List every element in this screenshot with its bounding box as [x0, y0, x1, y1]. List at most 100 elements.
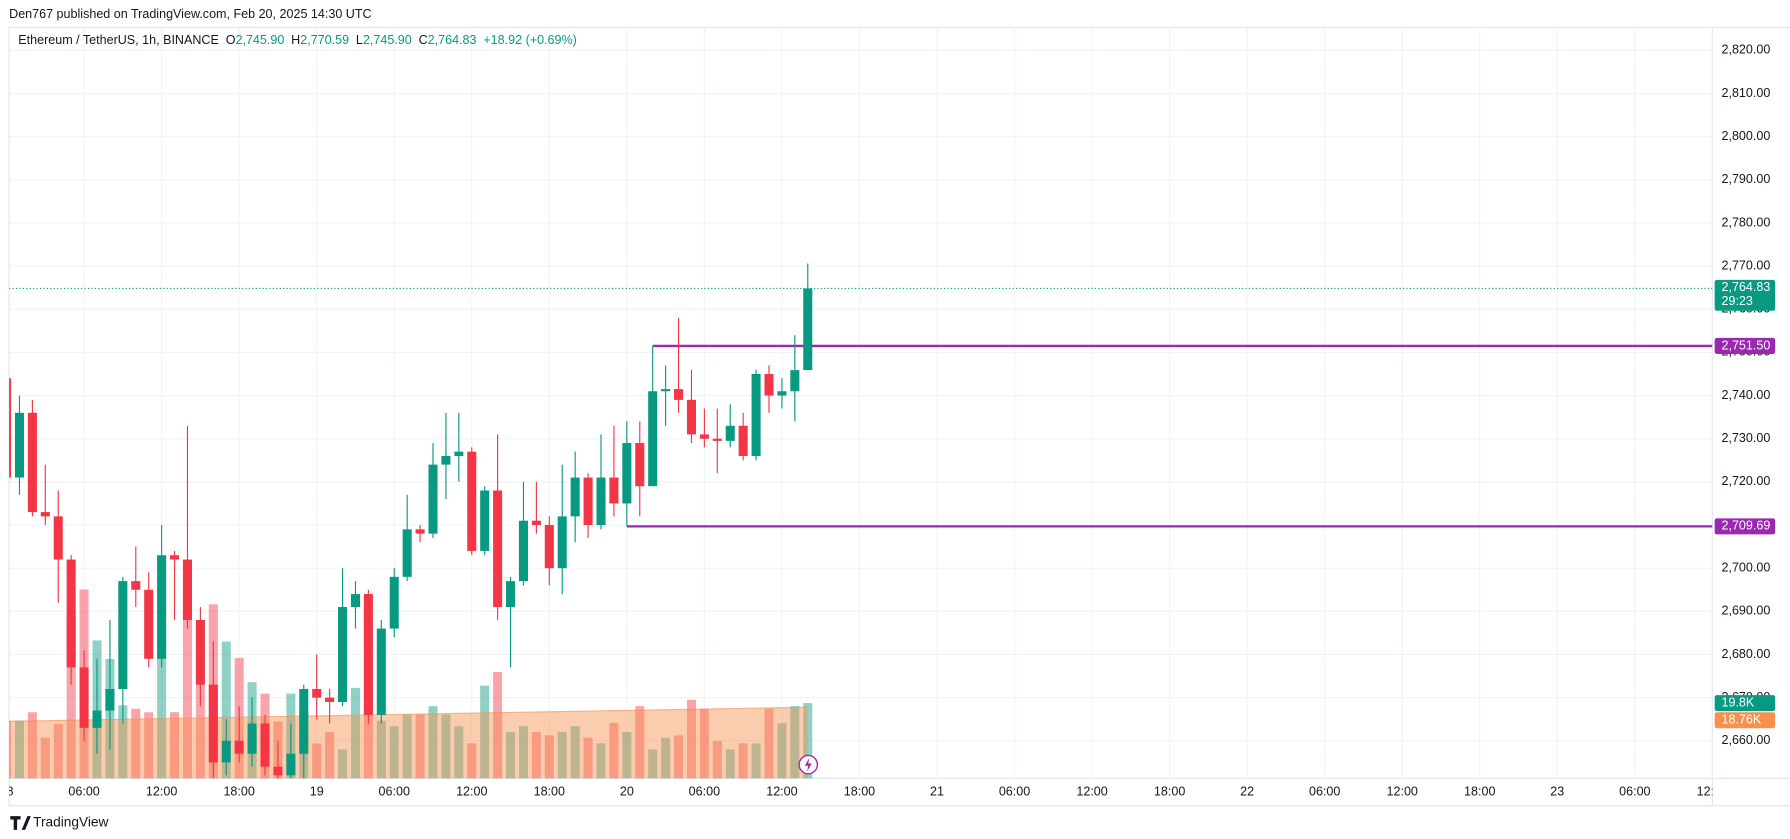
volume-bar	[182, 595, 192, 779]
candle-body	[157, 555, 167, 659]
volume-ma-area	[9, 707, 808, 779]
brand-logo	[10, 816, 31, 830]
volume-bar	[415, 714, 425, 779]
candle-body	[583, 477, 593, 526]
candle-body	[260, 723, 270, 767]
candle-body	[480, 490, 490, 551]
candle-body	[234, 740, 244, 754]
volume-bar	[674, 735, 684, 779]
event-icon-bolt	[804, 757, 812, 772]
candle-body	[221, 740, 231, 763]
candle-body	[299, 689, 309, 754]
candle-body	[609, 477, 619, 504]
candle-body	[182, 559, 192, 620]
x-tick-label: 18	[0, 784, 14, 798]
candle-body	[338, 607, 348, 702]
volume-bar	[40, 737, 50, 779]
y-tick-label: 2,780.00	[1722, 215, 1771, 229]
candle-body	[803, 288, 813, 371]
volume-bar	[661, 737, 671, 779]
volume-bar	[325, 731, 335, 779]
candle-body	[325, 697, 335, 702]
volume-bar	[144, 712, 154, 779]
volume-bar	[518, 726, 528, 779]
candle-body	[415, 529, 425, 534]
price-axis: 2,660.002,670.002,680.002,690.002,700.00…	[1714, 43, 1776, 747]
x-tick-label: 06:00	[379, 784, 410, 798]
y-tick-label: 2,740.00	[1722, 388, 1771, 402]
y-tick-label: 2,690.00	[1722, 604, 1771, 618]
candle-body	[570, 477, 580, 517]
x-tick-label: 12:00	[1076, 784, 1107, 798]
volume-bar	[338, 749, 348, 779]
candle-body	[208, 684, 218, 763]
legend-value: 2,764.83	[428, 34, 477, 48]
volume-badge	[1714, 695, 1776, 712]
volume-bar	[221, 641, 231, 779]
legend-key: C	[419, 34, 428, 48]
volume-bar	[428, 706, 438, 779]
x-tick-label: 12:00	[1387, 784, 1418, 798]
x-tick-label: 06:00	[68, 784, 99, 798]
x-tick-label: 18:00	[1464, 784, 1495, 798]
volume-bar	[441, 714, 451, 779]
volume-bar	[9, 720, 12, 779]
volume-bar	[648, 749, 658, 779]
volume-bar	[493, 671, 503, 779]
volume-bar	[777, 723, 787, 779]
x-tick-label: 22	[1240, 784, 1254, 798]
candle-body	[661, 389, 671, 392]
y-tick-label: 2,820.00	[1722, 43, 1771, 57]
legend-line: Ethereum / TetherUS, 1h, BINANCE O2,745.9…	[18, 34, 577, 48]
y-tick-label: 2,800.00	[1722, 129, 1771, 143]
volume-bar	[738, 743, 748, 779]
volume-bar	[751, 743, 761, 779]
y-tick-label: 2,770.00	[1722, 258, 1771, 272]
candle-body	[389, 576, 399, 629]
candle-body	[751, 373, 761, 456]
x-tick-label: 23	[1550, 784, 1564, 798]
volume-bar	[583, 737, 593, 779]
candle-body	[712, 438, 722, 441]
candle-body	[363, 594, 373, 715]
candle-body	[105, 689, 115, 711]
volume-bar	[118, 705, 128, 779]
x-tick-label: 18:00	[844, 784, 875, 798]
volume-bar	[454, 726, 464, 779]
volume-bar	[764, 708, 774, 779]
candle-body	[467, 451, 477, 551]
candle-body	[247, 723, 257, 754]
volume-bar	[570, 726, 580, 779]
candle-body	[144, 589, 154, 659]
volume-bar	[27, 712, 37, 779]
volume-bar	[312, 743, 322, 779]
candle-body	[648, 391, 658, 487]
legend-value: 2,745.90	[235, 34, 284, 48]
candle-body	[725, 425, 735, 441]
volume-bar	[544, 735, 554, 779]
price-badge-label: 29:23	[1722, 294, 1753, 308]
candle-body	[170, 555, 180, 560]
y-tick-label: 2,720.00	[1722, 474, 1771, 488]
candle-body	[118, 581, 128, 690]
volume-bar	[531, 731, 541, 779]
candle-body	[131, 581, 141, 590]
x-tick-label: 20	[620, 784, 634, 798]
candle-body	[195, 619, 205, 685]
x-tick-label: 18:00	[1154, 784, 1185, 798]
volume-bar	[506, 731, 516, 779]
volume-ma-line	[9, 706, 808, 722]
volume-bar	[389, 726, 399, 779]
candle-body	[66, 559, 76, 668]
price-badge	[1714, 279, 1776, 311]
candle-body	[376, 628, 386, 715]
candle-body	[312, 689, 322, 698]
y-tick-label: 2,680.00	[1722, 647, 1771, 661]
candle-body	[557, 516, 567, 569]
x-tick-label: 12:00	[146, 784, 177, 798]
volume-bar	[557, 731, 567, 779]
price-pane	[9, 263, 1713, 779]
legend-value: 2,770.59	[300, 34, 349, 48]
